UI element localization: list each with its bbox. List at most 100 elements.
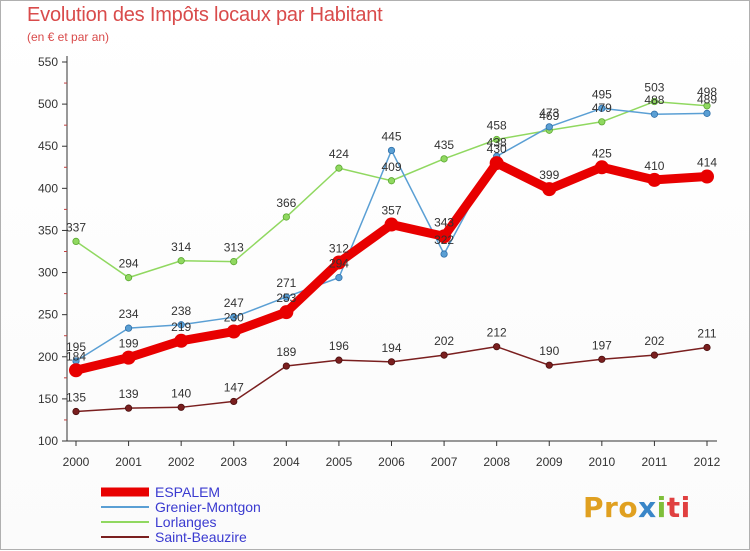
x-tick-label: 2012 <box>694 455 721 469</box>
data-label: 458 <box>487 118 507 132</box>
data-point <box>331 255 346 270</box>
chart-subtitle: (en € et par an) <box>27 30 110 44</box>
data-label: 424 <box>329 147 349 161</box>
data-point <box>650 351 659 359</box>
data-label: 473 <box>539 106 559 120</box>
x-tick-label: 2009 <box>536 455 563 469</box>
x-tick-label: 2002 <box>168 455 195 469</box>
data-label: 199 <box>119 337 139 351</box>
data-label: 399 <box>539 168 559 182</box>
data-point <box>545 123 553 131</box>
x-tick-label: 2003 <box>220 455 247 469</box>
data-label: 337 <box>66 220 86 234</box>
data-label: 202 <box>644 334 664 348</box>
x-tick-label: 2007 <box>431 455 458 469</box>
data-label: 147 <box>224 380 244 394</box>
data-label: 414 <box>697 156 717 170</box>
data-label: 253 <box>276 291 296 305</box>
data-point <box>230 258 238 266</box>
data-label: 184 <box>66 349 86 363</box>
data-label: 366 <box>276 196 296 210</box>
data-label: 409 <box>381 160 401 174</box>
legend: ESPALEMGrenier-MontgonLorlangesSaint-Bea… <box>101 484 261 545</box>
data-point <box>384 217 399 232</box>
data-label: 189 <box>276 345 296 359</box>
data-label: 314 <box>171 240 191 254</box>
data-point <box>230 313 238 321</box>
data-label: 322 <box>434 233 454 247</box>
y-tick-label: 250 <box>38 308 58 322</box>
legend-label: Saint-Beauzire <box>155 529 247 545</box>
data-point <box>177 403 185 411</box>
data-label: 495 <box>592 87 612 101</box>
data-label: 430 <box>487 142 507 156</box>
y-tick-label: 350 <box>38 223 58 237</box>
data-label: 343 <box>434 215 454 229</box>
x-tick-label: 2010 <box>588 455 615 469</box>
proxiti-logo: Proxiti <box>583 491 691 524</box>
series-line-espalem <box>71 158 712 375</box>
y-tick-label: 200 <box>38 350 58 364</box>
legend-label: Grenier-Montgon <box>155 499 261 515</box>
data-point <box>282 362 290 370</box>
data-label: 194 <box>381 341 401 355</box>
data-point <box>703 109 711 117</box>
data-label: 135 <box>66 391 86 405</box>
data-point <box>650 97 659 106</box>
data-point <box>437 229 452 244</box>
data-point <box>177 321 185 329</box>
x-tick-label: 2008 <box>483 455 510 469</box>
x-tick-label: 2006 <box>378 455 405 469</box>
data-label: 503 <box>644 81 664 95</box>
data-point <box>598 355 606 363</box>
data-label: 489 <box>697 92 717 106</box>
data-label: 140 <box>171 386 191 400</box>
x-tick-label: 2000 <box>63 455 90 469</box>
data-label: 196 <box>329 339 349 353</box>
data-point <box>124 274 133 282</box>
data-point <box>174 333 189 348</box>
data-point <box>647 172 662 187</box>
data-label: 488 <box>644 93 664 107</box>
data-point <box>282 213 290 221</box>
y-tick-label: 500 <box>38 97 58 111</box>
x-tick-label: 2004 <box>273 455 300 469</box>
data-label: 234 <box>119 307 139 321</box>
series-line-saint-beauzire <box>75 345 708 413</box>
y-tick-label: 450 <box>38 139 58 153</box>
data-label: 212 <box>487 326 507 340</box>
data-label: 312 <box>329 241 349 255</box>
data-label: 445 <box>381 129 401 143</box>
data-point <box>650 110 659 118</box>
data-point <box>489 156 504 171</box>
data-point <box>545 361 553 369</box>
data-label: 498 <box>697 85 717 99</box>
data-label: 469 <box>539 109 559 123</box>
data-point <box>72 407 80 416</box>
y-tick-label: 150 <box>38 392 58 406</box>
data-label: 219 <box>171 320 191 334</box>
data-label: 271 <box>276 276 296 290</box>
series-layer <box>69 97 714 416</box>
data-point <box>282 293 290 301</box>
y-tick-label: 550 <box>38 55 58 69</box>
data-point <box>124 404 133 412</box>
data-point <box>387 358 396 366</box>
data-label: 211 <box>697 327 716 341</box>
data-point <box>440 155 448 163</box>
data-point <box>387 177 396 185</box>
data-label: 425 <box>592 146 612 160</box>
data-point <box>440 351 448 359</box>
legend-label: Lorlanges <box>155 514 217 530</box>
data-point <box>598 118 606 126</box>
data-point <box>72 237 80 245</box>
data-point <box>594 160 609 175</box>
data-label: 357 <box>381 204 401 218</box>
chart-title: Evolution des Impôts locaux par Habitant <box>27 4 383 26</box>
legend-label: ESPALEM <box>155 484 220 500</box>
data-label: 197 <box>592 338 612 352</box>
data-point <box>703 343 711 352</box>
data-label: 294 <box>119 257 139 271</box>
data-label: 202 <box>434 334 454 348</box>
